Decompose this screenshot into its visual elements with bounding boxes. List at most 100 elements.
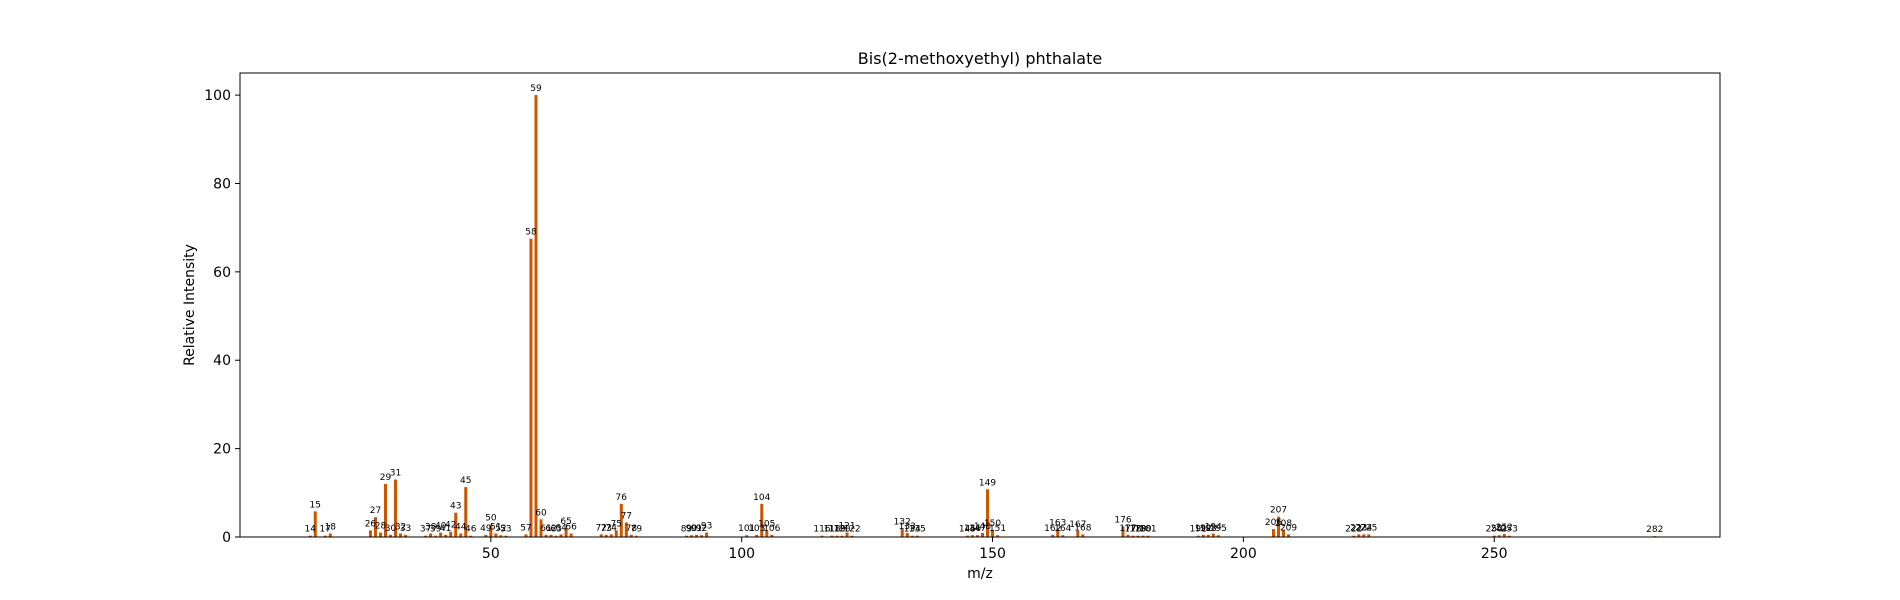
bar-mz-90 bbox=[690, 535, 694, 537]
bar-mz-251 bbox=[1497, 535, 1501, 537]
peak-label-163: 163 bbox=[1049, 518, 1066, 528]
bar-mz-92 bbox=[700, 535, 704, 537]
bar-mz-63 bbox=[554, 535, 558, 537]
x-tick-label-50: 50 bbox=[482, 546, 500, 562]
peak-label-251: 251 bbox=[1491, 524, 1508, 534]
bar-mz-134 bbox=[910, 535, 914, 537]
bar-mz-42 bbox=[449, 531, 453, 537]
bar-mz-168 bbox=[1081, 534, 1085, 537]
bar-mz-46 bbox=[469, 535, 473, 537]
y-axis: 0 20 40 60 80 100 bbox=[204, 88, 240, 546]
bar-mz-50 bbox=[489, 524, 493, 537]
peak-label-92: 92 bbox=[696, 524, 707, 534]
peak-label-49: 49 bbox=[480, 524, 492, 534]
peak-label-225: 225 bbox=[1360, 523, 1377, 533]
bar-mz-106 bbox=[770, 534, 774, 537]
peak-label-252: 252 bbox=[1496, 523, 1513, 533]
bar-mz-150 bbox=[991, 529, 995, 537]
bar-mz-75 bbox=[614, 530, 618, 537]
bar-mz-135 bbox=[915, 535, 919, 537]
peak-label-60: 60 bbox=[535, 508, 547, 518]
peak-label-43: 43 bbox=[450, 502, 461, 512]
bar-mz-101 bbox=[745, 535, 749, 537]
peak-label-58: 58 bbox=[525, 228, 537, 238]
x-tick-label-200: 200 bbox=[1230, 546, 1257, 562]
peak-label-176: 176 bbox=[1114, 515, 1131, 525]
peak-label-18: 18 bbox=[325, 522, 337, 532]
peak-label-120: 120 bbox=[833, 525, 850, 535]
peak-label-101: 101 bbox=[738, 524, 755, 534]
peak-label-151: 151 bbox=[989, 524, 1006, 534]
bar-mz-167 bbox=[1076, 530, 1080, 537]
peak-label-33: 33 bbox=[400, 524, 411, 534]
bar-mz-58 bbox=[529, 238, 533, 537]
peak-label-167: 167 bbox=[1069, 520, 1086, 530]
y-tick-label-40: 40 bbox=[213, 353, 231, 369]
bar-mz-193 bbox=[1206, 534, 1210, 537]
x-axis-label: m/z bbox=[967, 566, 993, 582]
bar-mz-105 bbox=[765, 530, 769, 537]
bar-mz-121 bbox=[845, 532, 849, 537]
bar-mz-181 bbox=[1146, 535, 1150, 537]
bar-mz-225 bbox=[1367, 534, 1371, 537]
peak-label-41: 41 bbox=[440, 524, 451, 534]
peak-label-78: 78 bbox=[626, 524, 638, 534]
y-tick-label-60: 60 bbox=[213, 265, 231, 281]
peak-label-15: 15 bbox=[310, 500, 321, 510]
bar-group bbox=[308, 95, 1657, 537]
bar-mz-206 bbox=[1271, 529, 1275, 537]
bar-mz-89 bbox=[685, 535, 689, 537]
bar-mz-52 bbox=[499, 535, 503, 537]
bar-mz-73 bbox=[604, 534, 608, 537]
bar-mz-65 bbox=[564, 528, 568, 537]
peak-label-121: 121 bbox=[838, 522, 855, 532]
peak-label-62: 62 bbox=[545, 524, 556, 534]
peak-label-89: 89 bbox=[681, 525, 693, 535]
bar-mz-27 bbox=[373, 517, 377, 537]
bar-mz-28 bbox=[378, 532, 382, 537]
y-tick-label-20: 20 bbox=[213, 442, 231, 458]
peak-label-168: 168 bbox=[1074, 523, 1091, 533]
bar-mz-93 bbox=[705, 532, 709, 537]
bar-mz-30 bbox=[389, 534, 393, 537]
bar-mz-147 bbox=[975, 535, 979, 537]
plot-frame bbox=[239, 72, 1721, 538]
peak-label-118: 118 bbox=[823, 525, 840, 535]
peak-label-32: 32 bbox=[395, 522, 406, 532]
peak-label-146: 146 bbox=[964, 524, 981, 534]
peak-label-104: 104 bbox=[753, 493, 770, 503]
peak-label-253: 253 bbox=[1501, 525, 1518, 535]
peak-label-14: 14 bbox=[305, 525, 317, 535]
bar-mz-37 bbox=[424, 535, 428, 537]
peak-label-145: 145 bbox=[959, 525, 976, 535]
peak-label-65: 65 bbox=[560, 517, 571, 527]
peak-label-132: 132 bbox=[894, 518, 911, 528]
peak-label-40: 40 bbox=[435, 522, 447, 532]
peak-label-282: 282 bbox=[1646, 525, 1663, 535]
peak-label-42: 42 bbox=[445, 521, 456, 531]
bar-mz-38 bbox=[429, 533, 433, 537]
bar-mz-31 bbox=[394, 479, 398, 537]
peak-label-79: 79 bbox=[631, 525, 643, 535]
peak-label-178: 178 bbox=[1124, 525, 1141, 535]
peak-label-66: 66 bbox=[565, 522, 577, 532]
bar-mz-53 bbox=[504, 535, 508, 537]
peak-label-164: 164 bbox=[1054, 524, 1071, 534]
peak-label-133: 133 bbox=[899, 522, 916, 532]
peak-label-162: 162 bbox=[1044, 524, 1061, 534]
bar-mz-15 bbox=[313, 511, 317, 537]
peak-label-52: 52 bbox=[495, 524, 506, 534]
bar-mz-177 bbox=[1126, 534, 1130, 537]
bar-mz-151 bbox=[996, 535, 1000, 537]
bar-mz-51 bbox=[494, 533, 498, 537]
bar-mz-122 bbox=[850, 535, 854, 537]
peak-label-106: 106 bbox=[763, 524, 780, 534]
bar-mz-149 bbox=[986, 489, 990, 537]
peak-label-147: 147 bbox=[969, 524, 986, 534]
bar-mz-40 bbox=[439, 532, 443, 537]
bar-mz-209 bbox=[1287, 534, 1291, 537]
peak-label-31: 31 bbox=[390, 469, 401, 479]
bar-mz-57 bbox=[524, 534, 528, 537]
